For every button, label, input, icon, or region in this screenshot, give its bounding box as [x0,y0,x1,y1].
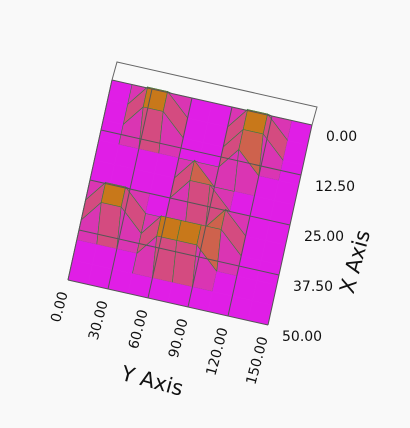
y-tick-label: 150.00 [244,335,272,386]
grid-line [100,129,302,176]
y-tick-label: 90.00 [166,317,192,360]
grid-line [111,79,313,126]
y-tick-label: 30.00 [86,299,112,342]
y-tick-label: 120.00 [204,326,232,377]
grid-line [78,229,280,276]
y-axis-title: Y Axis [118,361,186,401]
y-tick-label: 60.00 [126,308,152,351]
grid-line [67,79,113,281]
grid-line [107,88,153,290]
grid-line [89,179,291,226]
grid-line [227,115,273,317]
grid-line [267,124,313,326]
x-tick-label: 25.00 [304,229,344,245]
grid-line [147,97,193,299]
x-tick-label: 37.50 [293,279,333,295]
y-tick-label: 0.00 [48,290,72,324]
x-tick-label: 0.00 [326,129,357,145]
grid [67,79,313,326]
surface [67,79,313,326]
grid-line [67,279,269,326]
back-wall [111,61,318,126]
x-tick-label: 50.00 [282,329,322,345]
x-tick-label: 12.50 [315,179,355,195]
grid-line [187,106,233,308]
